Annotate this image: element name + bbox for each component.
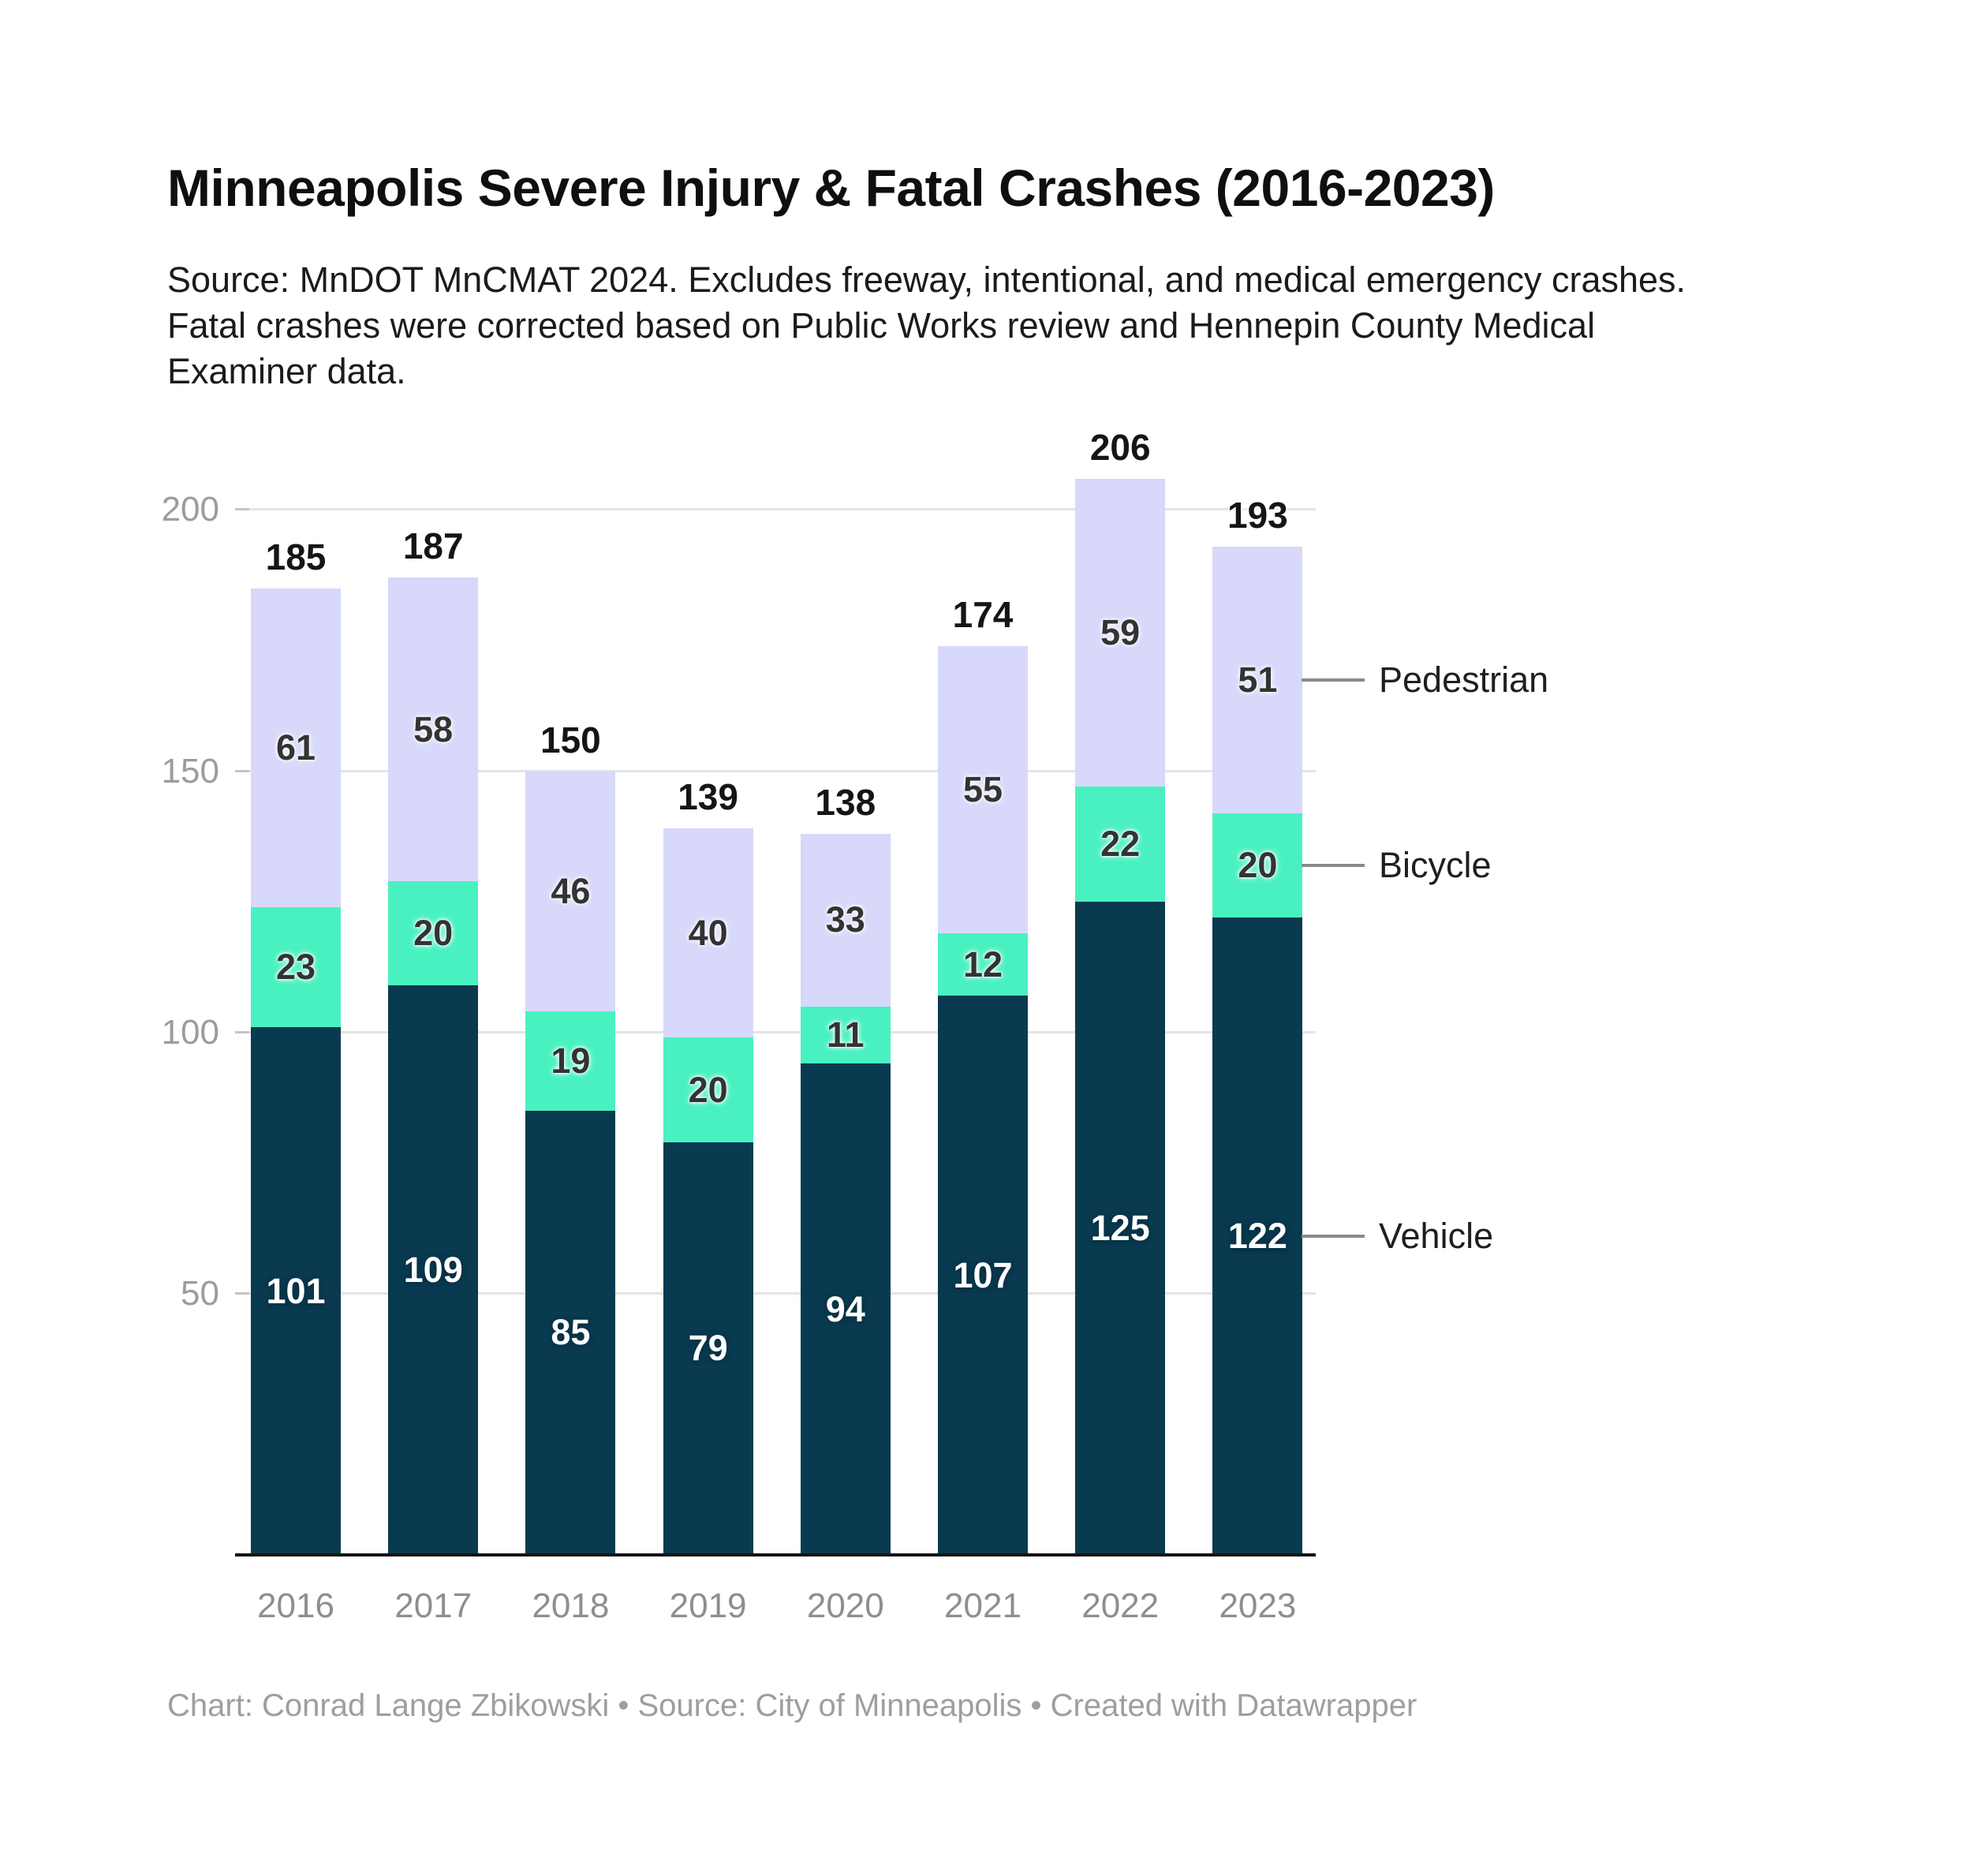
gridline-150 — [235, 769, 1316, 772]
segment-value-label: 20 — [1238, 844, 1278, 885]
total-label-2020: 138 — [815, 782, 876, 823]
y-axis-tick — [235, 1291, 249, 1295]
description-line-3: Examiner data. — [167, 351, 406, 391]
segment-value-label: 85 — [551, 1312, 591, 1353]
segment-value-label: 33 — [825, 899, 865, 940]
y-axis-tick — [235, 1030, 249, 1033]
chart-description: Source: MnDOT MnCMAT 2024. Excludes free… — [167, 257, 1686, 394]
bar-2018[interactable]: 46 19 85 — [525, 771, 616, 1555]
segment-value-label: 51 — [1238, 659, 1278, 700]
bar-segment-vehicle-2020[interactable]: 94 — [800, 1063, 891, 1555]
bar-segment-vehicle-2022[interactable]: 125 — [1075, 902, 1166, 1555]
chart-title: Minneapolis Severe Injury & Fatal Crashe… — [167, 159, 1495, 217]
gridline-50 — [235, 1291, 1316, 1295]
x-tick-label-2023: 2023 — [1219, 1586, 1297, 1625]
segment-value-label: 11 — [827, 1014, 865, 1055]
bar-segment-pedestrian-2016[interactable]: 61 — [251, 588, 341, 907]
total-label-2022: 206 — [1089, 426, 1151, 468]
bar-segment-vehicle-2018[interactable]: 85 — [525, 1111, 616, 1555]
total-label-2023: 193 — [1227, 494, 1288, 536]
bar-segment-bicycle-2017[interactable]: 20 — [388, 880, 479, 986]
segment-value-label: 55 — [962, 768, 1003, 809]
bar-segment-vehicle-2021[interactable]: 107 — [938, 996, 1028, 1555]
bar-segment-pedestrian-2020[interactable]: 33 — [800, 834, 891, 1007]
total-label-2019: 139 — [678, 776, 738, 818]
bar-segment-pedestrian-2021[interactable]: 55 — [938, 645, 1028, 933]
bar-segment-pedestrian-2018[interactable]: 46 — [525, 771, 616, 1012]
segment-value-label: 79 — [688, 1328, 728, 1369]
legend-connector-bicycle — [1302, 863, 1365, 867]
y-tick-label: 50 — [181, 1273, 219, 1313]
bar-segment-vehicle-2016[interactable]: 101 — [251, 1027, 341, 1555]
x-axis-baseline — [235, 1553, 1316, 1556]
bar-2021[interactable]: 55 12 107 — [938, 645, 1028, 1555]
segment-value-label: 59 — [1100, 611, 1141, 652]
x-tick-label-2022: 2022 — [1081, 1586, 1160, 1625]
segment-value-label: 12 — [962, 944, 1003, 985]
bar-segment-bicycle-2018[interactable]: 19 — [525, 1011, 616, 1111]
bar-segment-vehicle-2017[interactable]: 109 — [388, 985, 479, 1555]
bar-segment-vehicle-2019[interactable]: 79 — [663, 1142, 753, 1555]
segment-value-label: 40 — [688, 912, 728, 953]
segment-value-label: 46 — [551, 870, 591, 911]
bar-2020[interactable]: 33 11 94 — [800, 834, 891, 1555]
y-tick-label: 200 — [161, 490, 219, 529]
segment-value-label: 109 — [403, 1250, 463, 1290]
y-axis-tick — [235, 508, 249, 511]
segment-value-label: 23 — [275, 946, 316, 987]
bar-2017[interactable]: 58 20 109 — [388, 577, 479, 1555]
bar-segment-bicycle-2022[interactable]: 22 — [1075, 787, 1166, 902]
gridline-100 — [235, 1030, 1316, 1033]
segment-value-label: 61 — [275, 727, 316, 768]
legend-label-bicycle: Bicycle — [1379, 844, 1492, 885]
bar-2023[interactable]: 51 20 122 — [1212, 546, 1303, 1555]
x-tick-label-2019: 2019 — [669, 1586, 747, 1625]
bar-2019[interactable]: 40 20 79 — [663, 828, 753, 1555]
y-tick-label: 100 — [161, 1012, 219, 1052]
x-tick-label-2018: 2018 — [532, 1586, 610, 1625]
bar-segment-pedestrian-2019[interactable]: 40 — [663, 828, 753, 1038]
description-line-1: Source: MnDOT MnCMAT 2024. Excludes free… — [167, 260, 1686, 300]
bar-segment-vehicle-2023[interactable]: 122 — [1212, 917, 1303, 1555]
plot-area: 61 23 101 185 58 20 109 187 46 19 85 150 40 20 79 139 33… — [235, 427, 1316, 1556]
segment-value-label: 20 — [688, 1069, 728, 1110]
total-label-2021: 174 — [952, 593, 1014, 635]
y-tick-label: 150 — [161, 751, 219, 790]
bar-segment-pedestrian-2023[interactable]: 51 — [1212, 546, 1303, 813]
gridline-200 — [235, 508, 1316, 511]
segment-value-label: 19 — [551, 1041, 591, 1082]
x-tick-label-2021: 2021 — [944, 1586, 1021, 1625]
segment-value-label: 20 — [413, 912, 454, 953]
bar-segment-bicycle-2016[interactable]: 23 — [251, 906, 341, 1028]
x-tick-label-2016: 2016 — [257, 1586, 334, 1625]
segment-value-label: 122 — [1227, 1215, 1287, 1256]
segment-value-label: 94 — [825, 1288, 865, 1329]
bar-2022[interactable]: 59 22 125 — [1075, 478, 1166, 1555]
legend-label-pedestrian: Pedestrian — [1379, 659, 1549, 700]
chart-footer: Chart: Conrad Lange Zbikowski • Source: … — [167, 1688, 1417, 1723]
total-label-2017: 187 — [402, 525, 464, 567]
segment-value-label: 22 — [1100, 824, 1141, 865]
total-label-2016: 185 — [265, 536, 327, 577]
y-axis-tick — [235, 769, 249, 772]
bar-segment-bicycle-2021[interactable]: 12 — [938, 932, 1028, 996]
bar-segment-pedestrian-2022[interactable]: 59 — [1075, 478, 1166, 787]
bar-segment-bicycle-2020[interactable]: 11 — [800, 1006, 891, 1064]
bar-segment-pedestrian-2017[interactable]: 58 — [388, 577, 479, 881]
legend-connector-vehicle — [1302, 1234, 1365, 1238]
segment-value-label: 125 — [1090, 1208, 1150, 1249]
bar-2016[interactable]: 61 23 101 — [251, 588, 341, 1555]
segment-value-label: 101 — [266, 1270, 326, 1311]
segment-value-label: 107 — [953, 1254, 1013, 1295]
x-tick-label-2020: 2020 — [806, 1586, 884, 1625]
legend-label-vehicle: Vehicle — [1379, 1215, 1494, 1256]
total-label-2018: 150 — [540, 719, 601, 760]
segment-value-label: 58 — [413, 708, 454, 749]
bar-segment-bicycle-2023[interactable]: 20 — [1212, 813, 1303, 917]
x-tick-label-2017: 2017 — [394, 1586, 472, 1625]
bar-segment-bicycle-2019[interactable]: 20 — [663, 1037, 753, 1142]
description-line-2: Fatal crashes were corrected based on Pu… — [167, 305, 1596, 346]
legend-connector-pedestrian — [1302, 678, 1365, 682]
